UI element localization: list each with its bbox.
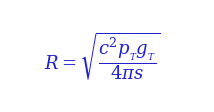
Text: $\mathit{R} = \sqrt{\dfrac{c^2 p_{_T} g_{_T}}{4\pi s}}$: $\mathit{R} = \sqrt{\dfrac{c^2 p_{_T} g_… xyxy=(44,30,161,82)
